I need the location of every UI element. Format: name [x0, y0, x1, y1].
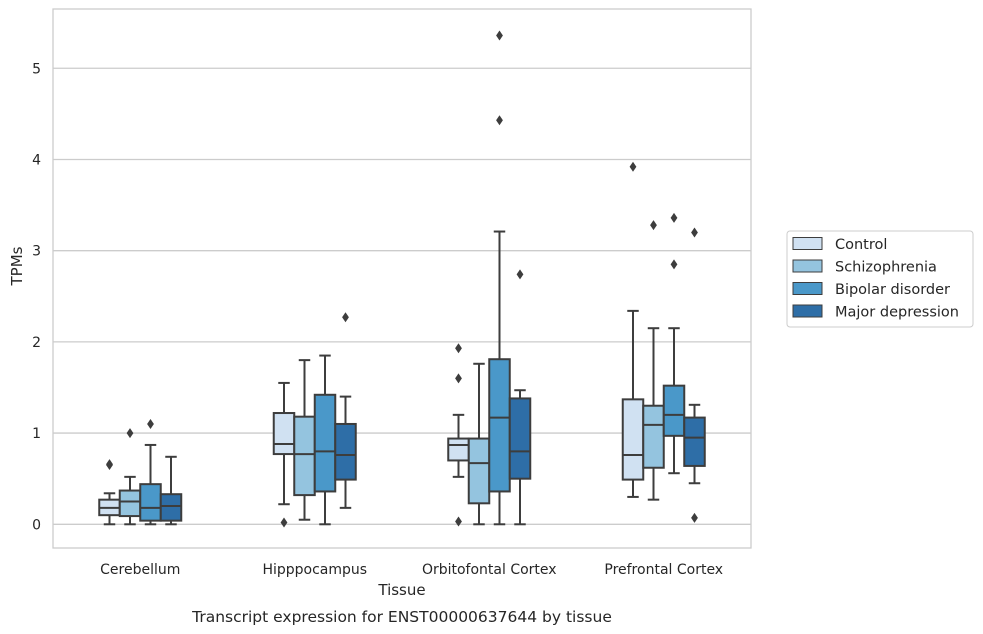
y-tick-label: 4 [32, 152, 41, 168]
legend-label: Control [835, 237, 887, 253]
iqr-box [467, 437, 491, 505]
legend-swatch [792, 237, 823, 250]
x-tick-label: Prefrontal Cortex [604, 562, 723, 578]
box-group [621, 161, 645, 498]
iqr-box [334, 422, 357, 481]
box-group [293, 359, 316, 521]
legend-label: Schizophrenia [835, 260, 937, 276]
x-tick-label: Hipppocampus [262, 562, 367, 578]
outlier-point [670, 259, 678, 270]
box-group [642, 220, 665, 501]
box-group [118, 428, 142, 526]
legend-swatch [792, 259, 823, 273]
x-tick-labels: Cerebellum Hipppocampus Orbitofontal Corte… [100, 562, 723, 578]
iqr-box [159, 493, 183, 522]
y-tick-label: 1 [32, 426, 41, 442]
iqr-box [293, 415, 316, 497]
y-tick-label: 5 [32, 61, 41, 77]
iqr-box [508, 397, 532, 480]
iqr-box [447, 437, 470, 462]
iqr-box [139, 483, 162, 522]
box-group [313, 354, 337, 526]
y-tick-label: 0 [32, 517, 41, 533]
box-group [334, 312, 357, 509]
outlier-point [691, 512, 698, 523]
outlier-point [106, 459, 113, 470]
outlier-point [650, 220, 657, 231]
box-group [467, 362, 491, 526]
outlier-point [280, 517, 288, 528]
box-group [488, 30, 511, 526]
box-group [683, 227, 706, 523]
box-group [159, 455, 183, 526]
iqr-box [621, 398, 645, 481]
legend-frame [786, 230, 974, 328]
x-tick-label: Orbitofontal Cortex [422, 562, 557, 578]
y-tick-labels: 0 1 2 3 4 5 [32, 61, 41, 533]
chart-caption: Transcript expression for ENST0000063764… [191, 608, 612, 626]
outlier-point [496, 115, 503, 126]
outlier-point [126, 428, 134, 439]
grid-lines [53, 67, 751, 525]
outlier-point [629, 161, 637, 172]
iqr-box [313, 393, 337, 493]
box-group [272, 381, 296, 528]
box-groups [98, 30, 706, 528]
box-group [139, 418, 162, 526]
x-tick-label: Cerebellum [100, 562, 180, 578]
outlier-point [342, 312, 349, 323]
outlier-point [147, 418, 154, 429]
y-tick-label: 3 [32, 244, 41, 260]
box-group [98, 459, 121, 526]
outlier-point [516, 269, 524, 280]
iqr-box [272, 412, 296, 456]
outlier-point [496, 30, 503, 41]
outlier-point [670, 212, 678, 223]
legend-label: Bipolar disorder [835, 282, 950, 298]
legend-swatch [792, 282, 823, 295]
outlier-point [455, 343, 462, 354]
iqr-box [683, 416, 706, 467]
iqr-box [642, 404, 665, 469]
legend: Control Schizophrenia Bipolar disorder Majo… [786, 230, 974, 328]
box-group [662, 212, 686, 475]
iqr-box [662, 384, 686, 437]
iqr-box [488, 358, 511, 493]
outlier-point [455, 373, 462, 384]
x-axis-title: Tissue [377, 581, 425, 599]
outlier-point [691, 227, 698, 238]
outlier-point [455, 516, 462, 527]
legend-label: Major depression [835, 305, 959, 321]
y-tick-label: 2 [32, 335, 41, 351]
plot-frame [52, 8, 752, 549]
y-axis-title: TPMs [8, 246, 26, 286]
iqr-box [118, 489, 142, 518]
box-group [447, 343, 470, 527]
box-group [508, 269, 532, 526]
legend-swatch [792, 304, 823, 318]
